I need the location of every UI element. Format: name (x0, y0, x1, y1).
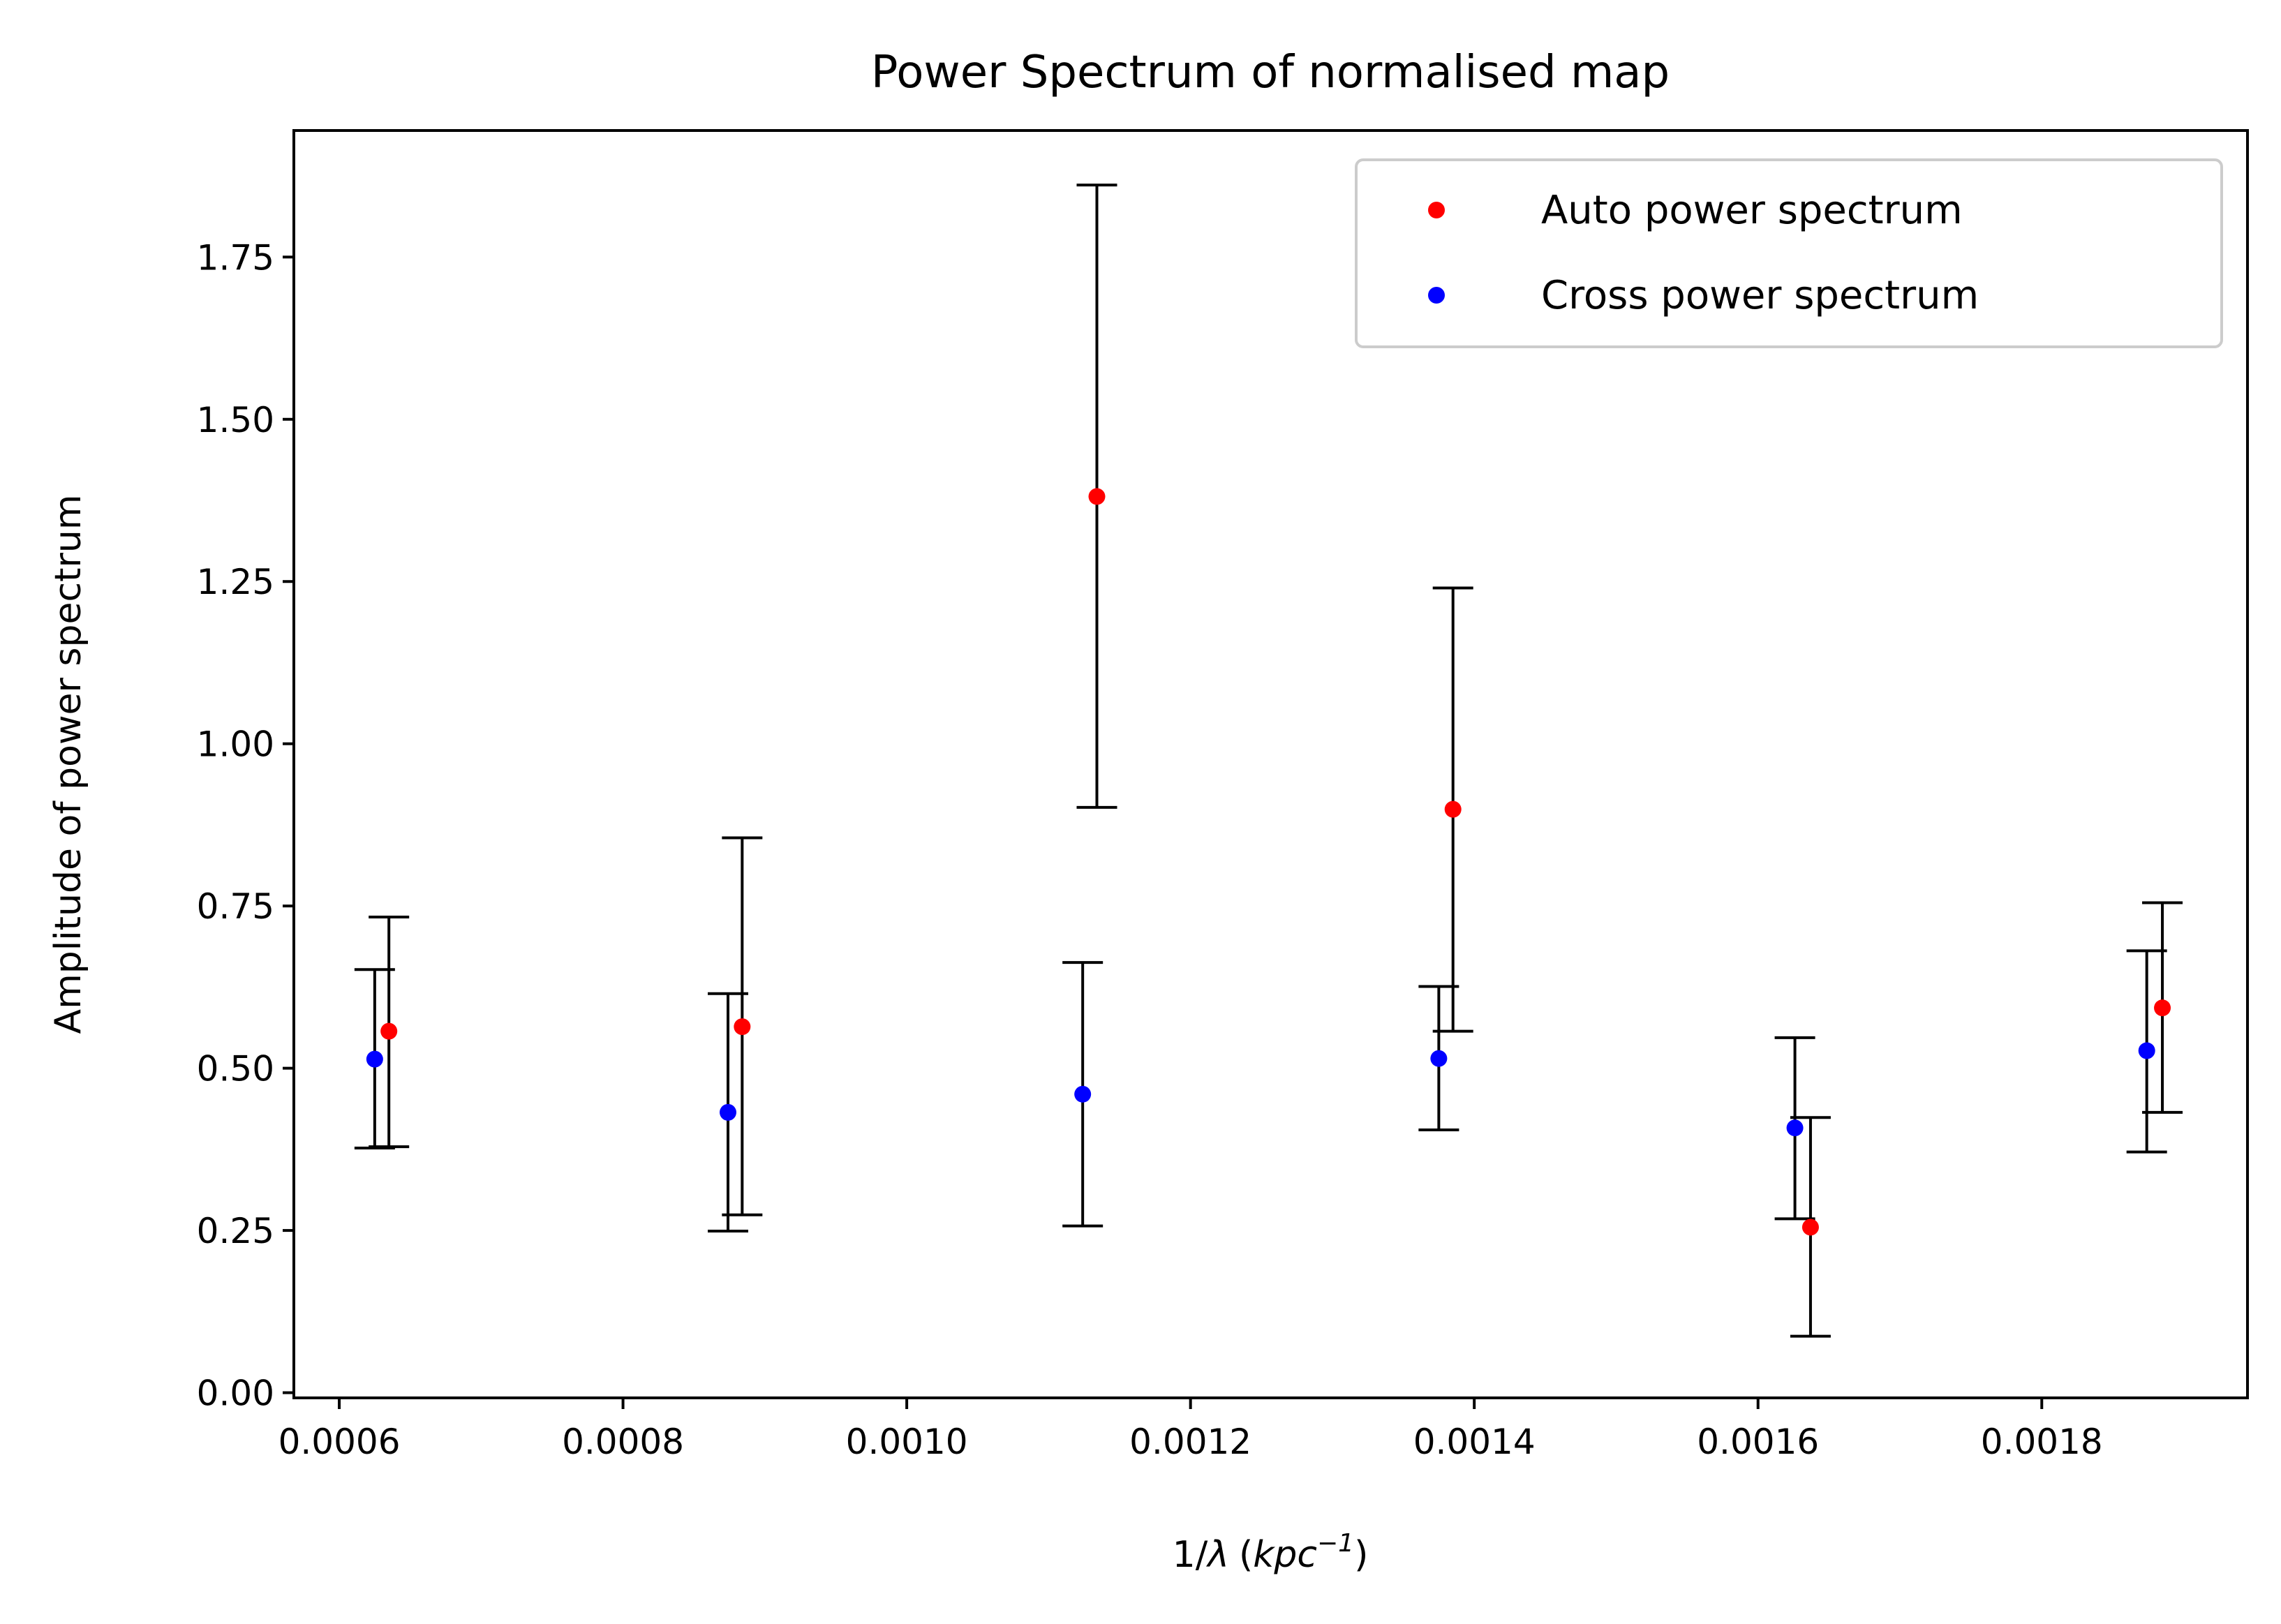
data-point (2138, 1042, 2155, 1059)
x-tick-label: 0.0016 (1697, 1422, 1819, 1462)
x-tick-label: 0.0010 (846, 1422, 968, 1462)
x-axis-label-prefix: 1/ (1173, 1534, 1208, 1576)
legend-label-auto: Auto power spectrum (1541, 188, 1963, 233)
x-tick-label: 0.0014 (1413, 1422, 1536, 1462)
y-tick-label: 1.75 (197, 237, 274, 278)
plot-area (354, 184, 2183, 1338)
data-point (2154, 999, 2171, 1017)
y-tick-label: 1.00 (197, 724, 274, 765)
x-axis-label-exponent: −1 (1317, 1529, 1354, 1558)
data-point (720, 1103, 736, 1121)
data-point (1801, 1219, 1819, 1236)
chart-title: Power Spectrum of normalised map (871, 47, 1670, 98)
y-tick-label: 1.25 (197, 562, 274, 602)
x-axis-label-lambda: λ (1205, 1534, 1229, 1576)
axes-frame (292, 129, 2249, 1399)
y-tick-label: 1.50 (197, 400, 274, 440)
legend: Auto power spectrum Cross power spectrum (1355, 158, 2223, 348)
data-point (1444, 800, 1462, 818)
legend-box (1355, 158, 2223, 348)
legend-marker-cross (1428, 287, 1445, 304)
x-tick-label: 0.0006 (278, 1422, 401, 1462)
data-point (1786, 1119, 1804, 1137)
x-tick-label: 0.0012 (1129, 1422, 1251, 1462)
x-axis-label-unit: kpc (1253, 1534, 1317, 1576)
y-tick-label: 0.50 (197, 1049, 274, 1089)
data-point (366, 1050, 383, 1068)
legend-marker-auto (1428, 202, 1445, 218)
data-point (1074, 1085, 1092, 1103)
data-point (380, 1022, 398, 1040)
x-tick-label: 0.0008 (562, 1422, 684, 1462)
x-axis-label: 1/λ (kpc−1) (1173, 1529, 1369, 1576)
data-point (1430, 1050, 1448, 1067)
data-point (1088, 488, 1106, 505)
y-tick-label: 0.75 (197, 886, 274, 927)
legend-label-cross: Cross power spectrum (1541, 273, 1979, 318)
y-tick-label: 0.25 (197, 1211, 274, 1251)
y-axis-label: Amplitude of power spectrum (47, 495, 89, 1034)
ticks: 0.0006 0.0008 0.0010 0.0012 0.0014 0.0016 0.00… (197, 237, 2103, 1462)
x-axis-label-paren-close: ) (1354, 1534, 1368, 1576)
x-axis-label-paren-open: ( (1239, 1534, 1253, 1576)
y-tick-label: 0.00 (197, 1373, 274, 1414)
data-point (734, 1018, 751, 1036)
x-tick-label: 0.0018 (1981, 1422, 2103, 1462)
